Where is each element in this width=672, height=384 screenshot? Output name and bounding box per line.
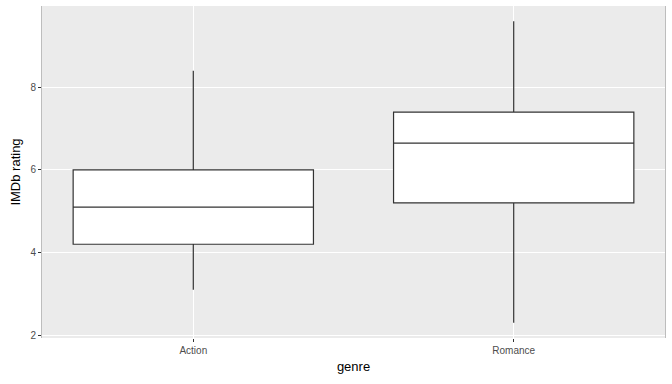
svg-text:Action: Action [179,345,207,356]
svg-text:genre: genre [337,359,370,374]
svg-text:8: 8 [30,82,36,93]
svg-text:6: 6 [30,164,36,175]
svg-text:2: 2 [30,330,36,341]
svg-text:4: 4 [30,247,36,258]
svg-text:IMDb rating: IMDb rating [8,138,23,205]
svg-text:Romance: Romance [492,345,535,356]
